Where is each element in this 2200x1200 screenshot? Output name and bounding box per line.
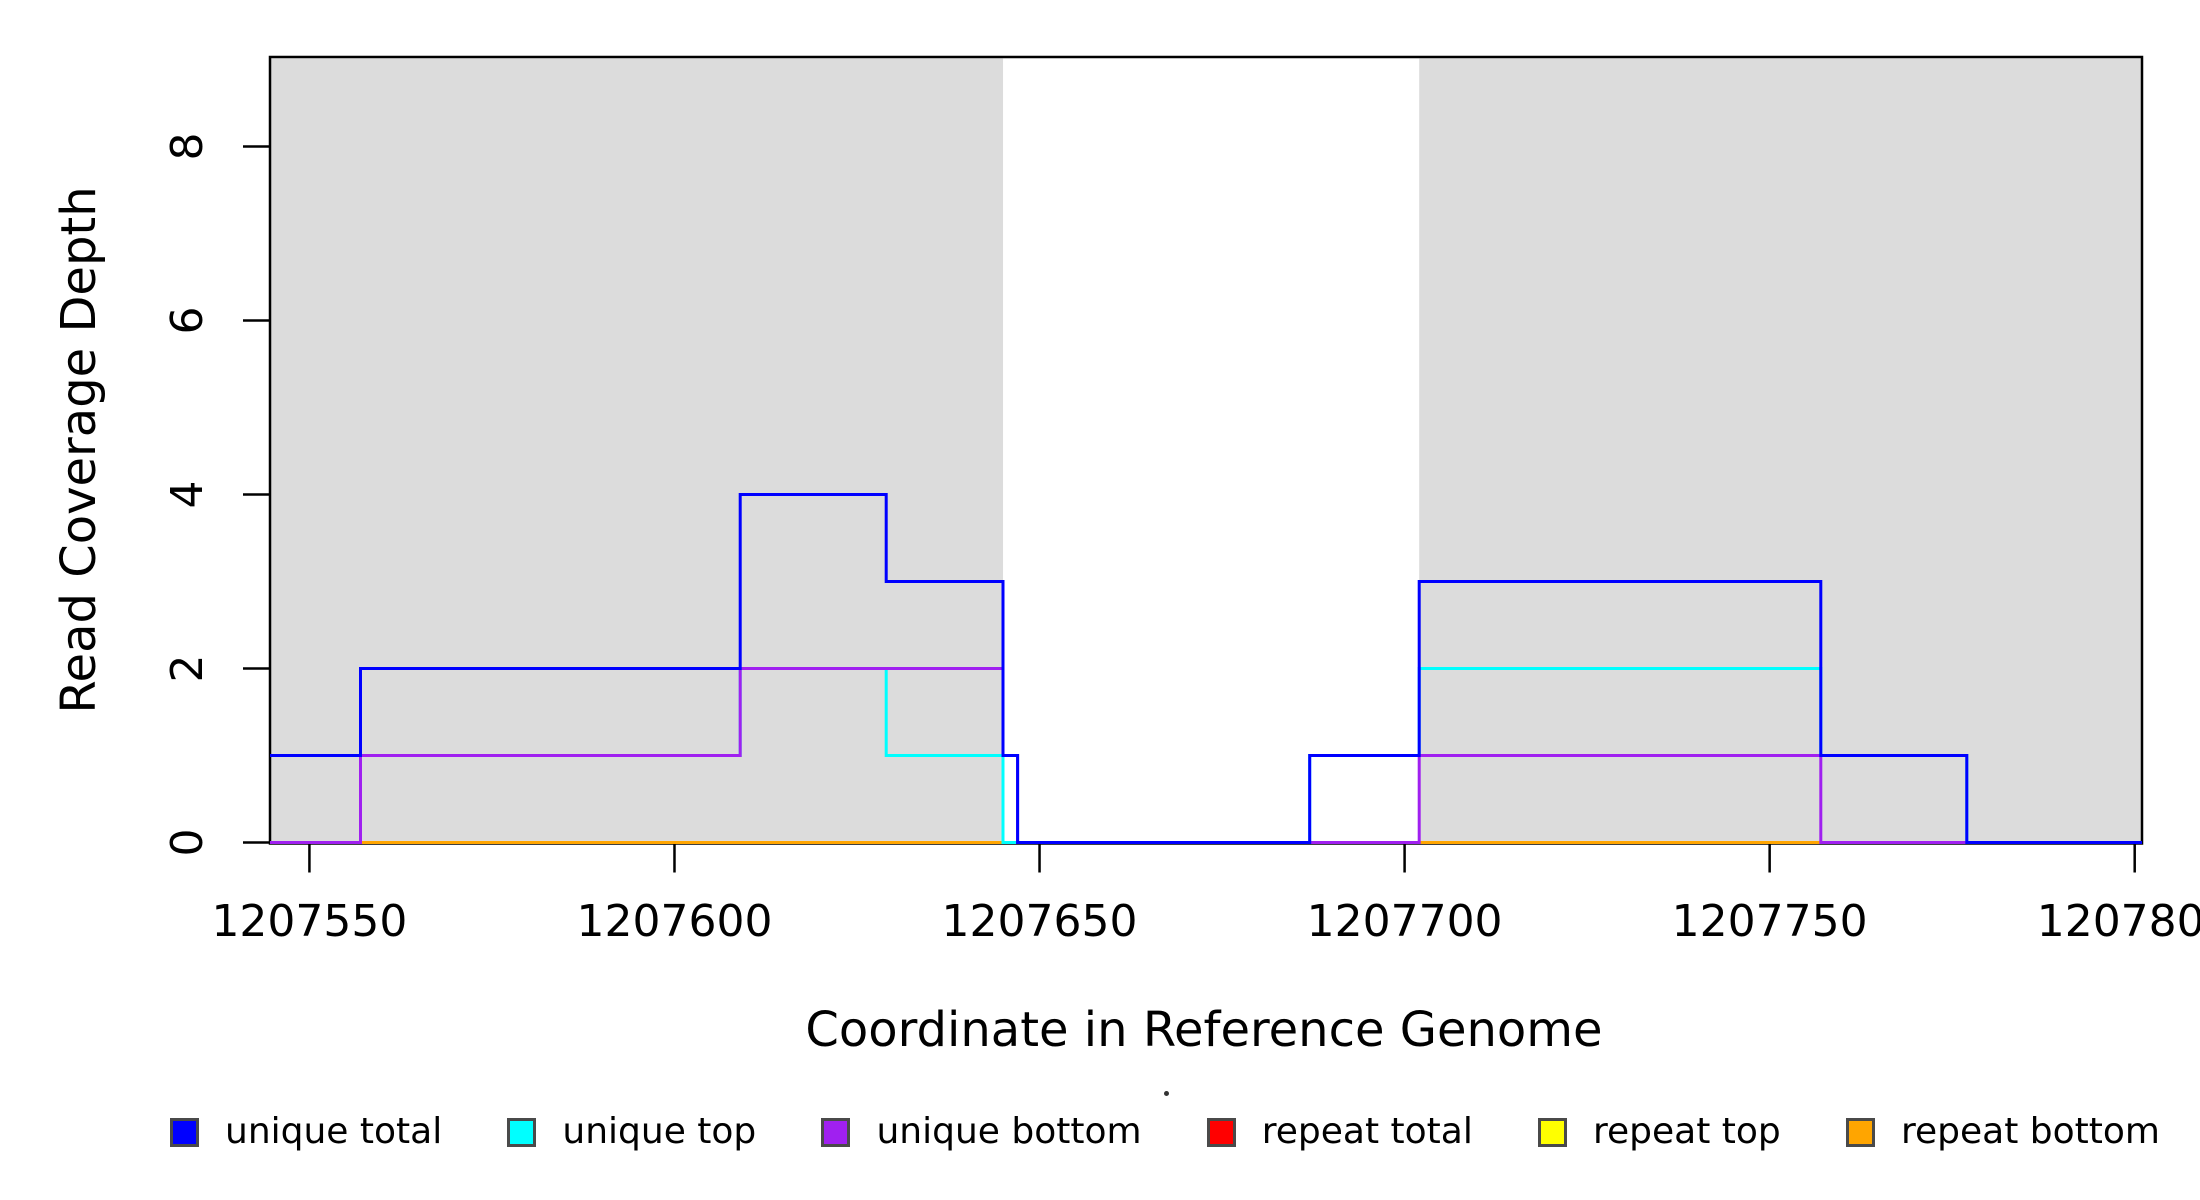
legend-label-unique-bottom: unique bottom	[876, 1111, 1142, 1152]
shaded-region-1	[271, 58, 1004, 843]
legend-label-repeat-top: repeat top	[1593, 1111, 1781, 1152]
y-tick-label-6: 6	[162, 307, 213, 335]
legend-label-unique-total: unique total	[225, 1111, 443, 1152]
legend-item-unique-top: unique top	[507, 1114, 756, 1150]
legend-swatch-unique-top	[507, 1117, 537, 1147]
shaded-region-2	[1419, 58, 2141, 843]
y-tick-label-4: 4	[162, 481, 213, 509]
x-tick-label-1207550: 1207550	[211, 896, 407, 947]
x-tick-label-1207700: 1207700	[1307, 896, 1503, 947]
y-tick-label-0: 0	[162, 829, 213, 857]
legend-label-repeat-total: repeat total	[1261, 1111, 1473, 1152]
legend-item-repeat-top: repeat top	[1538, 1114, 1781, 1150]
series-line-unique-total	[270, 493, 2142, 844]
legend-item-unique-bottom: unique bottom	[821, 1111, 1142, 1152]
legend-swatch-unique-total	[170, 1117, 199, 1147]
plot-generated-under	[268, 55, 2144, 845]
legend-item-repeat-total: repeat total	[1206, 1111, 1473, 1152]
legend-label-repeat-bottom: repeat bottom	[1900, 1111, 2160, 1152]
y-tick-label-8: 8	[162, 133, 213, 161]
x-tick-label-1207750: 1207750	[1672, 896, 1868, 947]
legend-item-repeat-bottom: repeat bottom	[1845, 1111, 2160, 1152]
legend-item-unique-total: unique total	[170, 1114, 442, 1150]
x-tick-label-1207600: 1207600	[576, 896, 772, 947]
plot-generated-axes: 1207550 1207600 1207650 1207700 1207750 12078…	[162, 133, 2200, 948]
plot-generated-lines	[270, 493, 2142, 844]
legend-swatch-repeat-top	[1538, 1117, 1568, 1147]
legend: unique total unique top unique bottom repea…	[170, 1100, 2160, 1164]
stray-dot-artifact	[1164, 1091, 1169, 1096]
legend-label-unique-top: unique top	[562, 1111, 757, 1152]
x-tick-label-1207650: 1207650	[942, 896, 1138, 947]
legend-swatch-unique-bottom	[821, 1117, 851, 1147]
legend-swatch-repeat-bottom	[1845, 1117, 1875, 1147]
x-axis-title: Coordinate in Reference Genome	[805, 1002, 1602, 1058]
y-tick-label-2: 2	[162, 655, 213, 683]
legend-swatch-repeat-total	[1206, 1117, 1236, 1147]
y-axis-title: Read Coverage Depth	[51, 186, 107, 713]
